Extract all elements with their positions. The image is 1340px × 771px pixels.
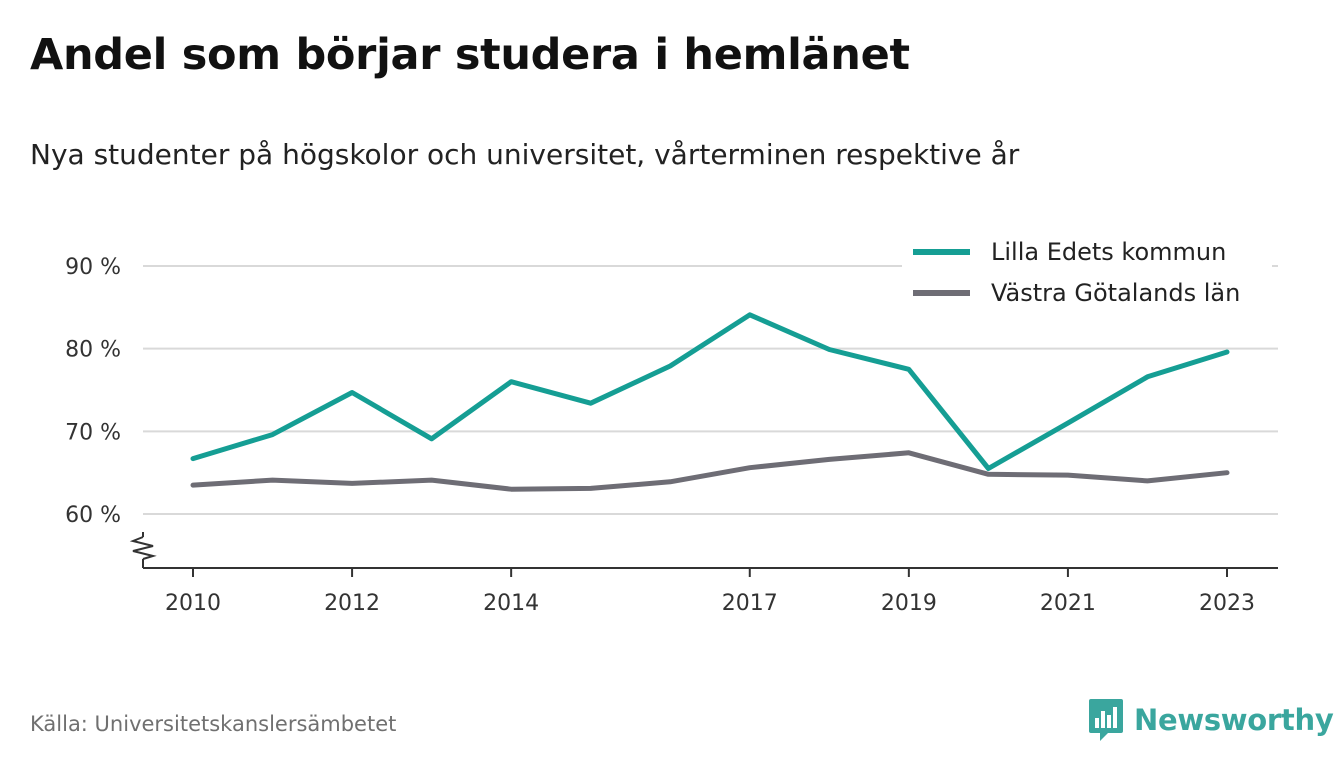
y-axis-break bbox=[129, 536, 157, 560]
series-line-1 bbox=[190, 312, 1230, 471]
bar-chart-logo-icon bbox=[1089, 699, 1123, 741]
y-tick-label: 80 % bbox=[65, 338, 121, 363]
x-tick-label: 2021 bbox=[1040, 591, 1096, 616]
chart-subtitle: Nya studenter på högskolor och universit… bbox=[30, 138, 1020, 171]
brand-name: Newsworthy bbox=[1134, 703, 1334, 737]
x-tick-label: 2012 bbox=[324, 591, 380, 616]
axes: 60 % 70 % 80 % 90 % 2010 2012 2014 2017 2019 2021… bbox=[65, 255, 1278, 616]
x-tick-label: 2010 bbox=[165, 591, 221, 616]
brand-logo[interactable]: Newsworthy bbox=[1088, 698, 1334, 742]
x-tick-label: 2019 bbox=[881, 591, 937, 616]
y-tick-label: 60 % bbox=[65, 503, 121, 528]
series-lines bbox=[190, 312, 1230, 492]
chart-title: Andel som börjar studera i hemlänet bbox=[30, 30, 910, 80]
legend-label-1: Lilla Edets kommun bbox=[991, 238, 1226, 266]
source-note: Källa: Universitetskanslersämbetet bbox=[30, 712, 397, 736]
y-tick-label: 70 % bbox=[65, 420, 121, 445]
x-tick-label: 2017 bbox=[722, 591, 778, 616]
series-line-2 bbox=[190, 450, 1230, 492]
x-tick-label: 2023 bbox=[1199, 591, 1255, 616]
y-tick-label: 90 % bbox=[65, 255, 121, 280]
legend-label-2: Västra Götalands län bbox=[991, 279, 1240, 307]
legend: Lilla Edets kommun Västra Götalands län bbox=[902, 236, 1272, 318]
x-tick-label: 2014 bbox=[483, 591, 539, 616]
